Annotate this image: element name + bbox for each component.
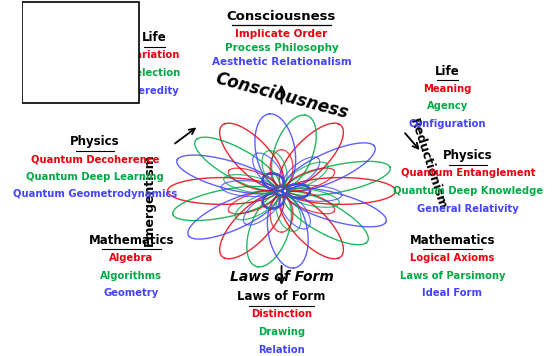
Text: Laws of Parsimony: Laws of Parsimony [400, 271, 505, 281]
Text: 1.: 1. [32, 24, 44, 34]
Text: Drawing: Drawing [258, 327, 305, 337]
Text: Physics: Physics [70, 135, 120, 148]
Text: Life: Life [435, 65, 460, 78]
Text: Distinction: Distinction [251, 309, 312, 319]
Text: Configuration: Configuration [409, 119, 486, 129]
Text: Mathematics: Mathematics [88, 234, 174, 247]
FancyBboxPatch shape [22, 2, 139, 103]
Text: General Relativity: General Relativity [417, 204, 519, 214]
Text: Physics: Physics [443, 149, 493, 162]
Text: Laws of Form: Laws of Form [230, 270, 334, 284]
Text: Consciousness: Consciousness [213, 69, 350, 122]
Text: Implicate Order: Implicate Order [235, 29, 327, 39]
Text: Algorithms: Algorithms [100, 271, 162, 281]
Text: Meaning: Meaning [423, 84, 471, 94]
Text: Ideal Form: Ideal Form [423, 288, 483, 298]
Text: Process Philosophy: Process Philosophy [225, 43, 339, 53]
Text: Variation: Variation [129, 50, 180, 60]
Text: Selection: Selection [128, 68, 181, 78]
Text: Quantum Entanglement: Quantum Entanglement [401, 168, 535, 178]
Text: Logical Axioms: Logical Axioms [410, 253, 495, 263]
Text: Algebrus: Algebrus [52, 24, 108, 34]
Text: World-strands: World-strands [31, 11, 125, 23]
Text: Quantum Deep Learning: Quantum Deep Learning [26, 172, 164, 182]
Text: Mathematics: Mathematics [410, 234, 495, 247]
Text: Algorithmus: Algorithmus [52, 48, 129, 58]
Text: 2.: 2. [32, 48, 44, 58]
Text: Geometry: Geometry [103, 288, 159, 298]
Text: Geometrus: Geometrus [52, 72, 121, 82]
Text: Reductionism: Reductionism [407, 117, 449, 212]
Text: Algebra: Algebra [109, 253, 153, 263]
Text: Agency: Agency [426, 101, 468, 111]
Text: Heredity: Heredity [130, 85, 179, 95]
Text: Aesthetic Relationalism: Aesthetic Relationalism [212, 57, 351, 67]
Text: Emergentism: Emergentism [143, 153, 156, 246]
Text: Quantum Geometrodynamics: Quantum Geometrodynamics [13, 189, 177, 199]
Text: Consciousness: Consciousness [227, 10, 336, 23]
Text: Life: Life [142, 31, 167, 44]
Text: 3.: 3. [32, 72, 44, 82]
Text: Quantum Deep Knowledge: Quantum Deep Knowledge [393, 186, 543, 196]
Text: Laws of Form: Laws of Form [237, 290, 326, 303]
Text: Relation: Relation [258, 345, 305, 355]
Text: Quantum Decoherence: Quantum Decoherence [31, 154, 159, 164]
